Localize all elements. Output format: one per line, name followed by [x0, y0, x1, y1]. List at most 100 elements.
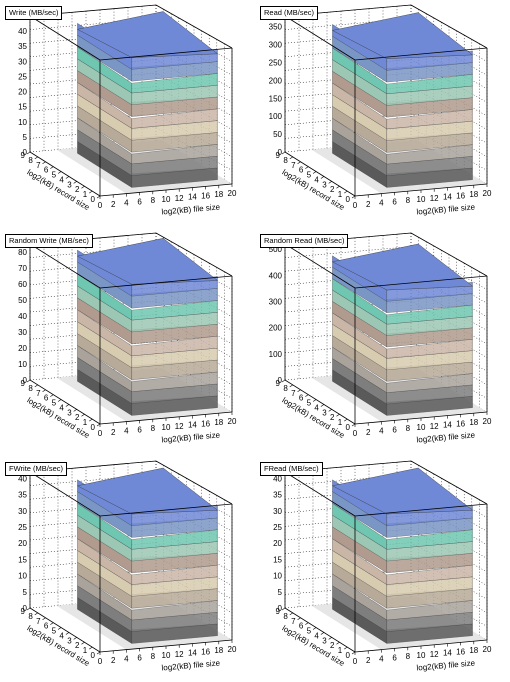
z-tick-label: 10: [18, 118, 27, 127]
y-tick-label: 9: [21, 607, 26, 616]
x-tick-label: 4: [124, 199, 129, 208]
x-tick-label: 12: [430, 194, 439, 203]
y-tick-label: 3: [322, 636, 327, 645]
z-tick-label: 300: [269, 298, 283, 307]
y-tick-label: 7: [291, 161, 296, 170]
y-tick-label: 0: [346, 195, 351, 204]
y-tick-label: 3: [67, 636, 72, 645]
y-tick-label: 2: [75, 641, 80, 650]
y-tick-label: 8: [28, 156, 33, 165]
x-tick-label: 8: [151, 424, 156, 433]
x-tick-label: 16: [201, 191, 210, 200]
z-tick-label: 20: [273, 539, 282, 548]
y-tick-label: 5: [52, 399, 57, 408]
y-tick-label: 8: [283, 612, 288, 621]
y-tick-label: 0: [91, 195, 96, 204]
x-tick-label: 10: [162, 195, 171, 204]
y-tick-label: 9: [276, 607, 281, 616]
x-tick-label: 10: [417, 423, 426, 432]
z-tick-label: 0: [23, 604, 28, 613]
y-tick-label: 2: [75, 185, 80, 194]
z-tick-label: 70: [18, 264, 27, 273]
z-tick-label: 20: [18, 344, 27, 353]
x-axis-label: log2(kB) file size: [161, 430, 221, 444]
y-tick-label: 4: [314, 403, 319, 412]
z-tick-label: 500: [269, 245, 283, 254]
y-tick-label: 7: [36, 617, 41, 626]
x-tick-label: 18: [469, 646, 478, 655]
y-tick-label: 7: [291, 617, 296, 626]
x-tick-label: 8: [406, 652, 411, 661]
z-tick-label: 30: [18, 507, 27, 516]
y-tick-label: 6: [299, 622, 304, 631]
z-tick-label: 5: [278, 588, 283, 597]
y-tick-label: 9: [276, 151, 281, 160]
x-tick-label: 10: [162, 651, 171, 660]
x-tick-label: 2: [111, 656, 116, 665]
y-axis-label: log2(kB) record size: [280, 168, 346, 213]
x-tick-label: 2: [366, 428, 371, 437]
x-axis-label: log2(kB) file size: [416, 430, 476, 444]
x-tick-label: 14: [188, 649, 197, 658]
x-tick-label: 10: [162, 423, 171, 432]
z-tick-label: 80: [18, 248, 27, 257]
y-tick-label: 1: [83, 190, 88, 199]
y-tick-label: 7: [291, 389, 296, 398]
y-tick-label: 4: [59, 631, 64, 640]
x-tick-label: 2: [111, 428, 116, 437]
z-tick-label: 5: [23, 588, 28, 597]
x-tick-label: 10: [417, 651, 426, 660]
y-axis-label: log2(kB) record size: [25, 168, 91, 213]
x-tick-label: 2: [111, 200, 116, 209]
y-tick-label: 7: [36, 389, 41, 398]
z-tick-label: 50: [273, 130, 282, 139]
surface-block: [311, 12, 487, 194]
y-tick-label: 0: [91, 423, 96, 432]
x-tick-label: 12: [175, 422, 184, 431]
y-tick-label: 9: [21, 151, 26, 160]
y-tick-label: 8: [28, 384, 33, 393]
z-tick-label: 300: [269, 41, 283, 50]
x-axis-label: log2(kB) file size: [161, 658, 221, 672]
z-tick-label: 40: [273, 474, 282, 483]
x-tick-label: 6: [137, 425, 142, 434]
y-tick-label: 5: [307, 399, 312, 408]
x-axis-label: log2(kB) file size: [416, 202, 476, 216]
y-axis-label: log2(kB) record size: [25, 396, 91, 441]
z-tick-label: 350: [269, 23, 283, 32]
z-tick-label: 35: [18, 491, 27, 500]
z-tick-label: 100: [269, 112, 283, 121]
surface-top: [331, 12, 474, 59]
y-tick-label: 5: [307, 627, 312, 636]
x-tick-label: 4: [379, 199, 384, 208]
y-tick-label: 7: [36, 161, 41, 170]
chart-title: Write (MB/sec): [5, 6, 63, 20]
x-tick-label: 2: [366, 200, 371, 209]
z-tick-label: 0: [23, 376, 28, 385]
x-tick-label: 16: [201, 419, 210, 428]
surface-top: [331, 467, 474, 515]
z-tick-label: 15: [273, 555, 282, 564]
y-tick-label: 2: [330, 413, 335, 422]
z-tick-label: 30: [273, 507, 282, 516]
z-tick-label: 25: [18, 523, 27, 532]
x-tick-label: 6: [392, 653, 397, 662]
x-tick-label: 12: [175, 650, 184, 659]
y-tick-label: 0: [346, 423, 351, 432]
y-tick-label: 3: [322, 408, 327, 417]
z-tick-label: 250: [269, 59, 283, 68]
z-tick-label: 0: [278, 604, 283, 613]
z-tick-label: 400: [269, 271, 283, 280]
x-tick-label: 16: [201, 647, 210, 656]
z-tick-label: 30: [18, 328, 27, 337]
z-tick-label: 15: [18, 555, 27, 564]
x-tick-label: 14: [188, 421, 197, 430]
z-tick-label: 40: [18, 312, 27, 321]
x-tick-label: 18: [469, 190, 478, 199]
z-tick-label: 10: [18, 572, 27, 581]
chart-panel: 5 10 15 20 25 30 35 40 0 0 2 4 6 8 10 12 14 16 18 20 0 1 2 3 4 5 6…: [255, 456, 510, 682]
surface-block: [311, 467, 487, 650]
